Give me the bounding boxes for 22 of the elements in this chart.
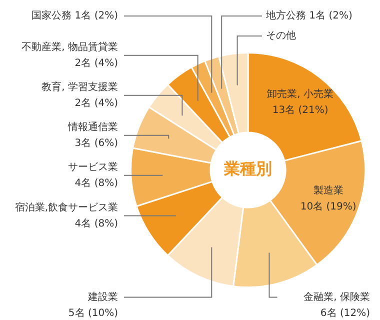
slice-label: 卸売業, 小売業: [267, 88, 334, 100]
slice-label: 建設業: [87, 290, 118, 303]
slice-label: 金融業, 保険業: [304, 290, 370, 303]
data-label: 10名 (19%): [300, 200, 356, 213]
slice-label: サービス業: [68, 160, 118, 173]
data-label: 5名 (10%): [68, 306, 118, 319]
slice-label: その他: [266, 30, 296, 42]
text: 業種別: [223, 159, 272, 178]
data-label: 13名 (21%): [272, 104, 328, 116]
slice-label: 教育, 学習支援業: [42, 80, 118, 93]
data-label: 3名 (6%): [74, 136, 118, 149]
data-label: 2名 (4%): [74, 96, 118, 109]
slice-label: 不動産業, 物品賃貸業: [22, 40, 118, 53]
data-label: 2名 (4%): [74, 56, 118, 69]
slice-label: 地方公務 1名 (2%): [265, 10, 352, 22]
data-label: 6名 (12%): [320, 306, 370, 319]
slice-label: 製造業: [313, 184, 344, 197]
slice-label: 国家公務 1名 (2%): [32, 10, 118, 22]
data-label: 4名 (8%): [74, 176, 118, 189]
slice-label: 宿泊業,飲食サービス業: [14, 201, 118, 214]
slice-label: 情報通信業: [67, 120, 118, 133]
data-label: 4名 (8%): [74, 217, 118, 230]
